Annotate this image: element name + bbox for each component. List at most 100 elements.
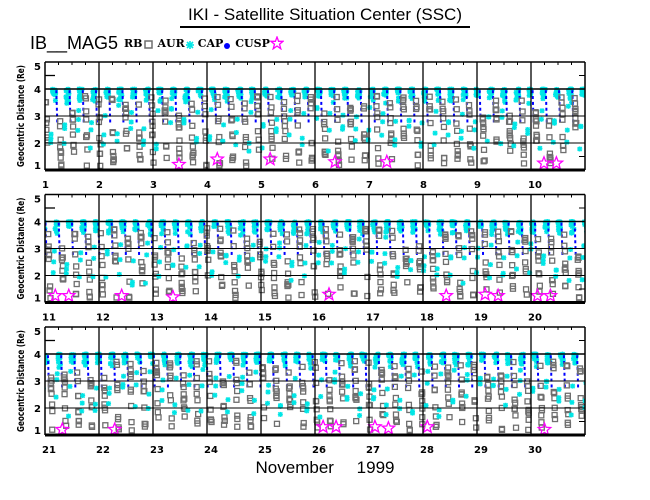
aur-stroke — [40, 231, 44, 235]
aur-stroke — [45, 227, 46, 228]
aur-stroke — [48, 135, 54, 141]
rb-point — [361, 131, 368, 138]
aur-stroke — [594, 99, 598, 103]
aur-point — [87, 145, 93, 151]
aur-point — [593, 87, 598, 92]
aur-point — [498, 141, 504, 147]
aur-point — [233, 130, 239, 136]
aur-stroke — [28, 220, 32, 224]
rb-point — [333, 93, 340, 101]
aur-stroke — [406, 123, 412, 129]
cap-point — [491, 90, 494, 94]
legend: RB AUR CAP CUSP — [124, 36, 284, 50]
rb-point — [519, 108, 526, 115]
aur-point — [246, 148, 252, 154]
rb-point — [586, 121, 591, 126]
cusp-point — [209, 150, 226, 166]
legend-item-cap: CAP — [198, 37, 233, 50]
rb-point — [34, 284, 39, 289]
rb-point — [546, 117, 553, 125]
aur-point — [596, 87, 601, 92]
rb-point — [387, 119, 394, 127]
cap-point — [386, 90, 389, 94]
cap-point — [109, 119, 112, 123]
aur-stroke — [594, 89, 598, 93]
rb-point — [188, 100, 195, 107]
rb-point — [214, 93, 221, 101]
aur-stroke — [65, 98, 71, 104]
rb-point — [97, 162, 104, 170]
aur-point — [458, 128, 464, 134]
rb-point — [56, 144, 64, 151]
rb-point — [588, 143, 593, 148]
cap-point — [174, 96, 177, 100]
rb-point — [108, 95, 115, 102]
cap-point — [214, 107, 217, 111]
rb-point — [308, 157, 315, 164]
cap-point — [95, 107, 98, 111]
rb-point — [148, 94, 155, 101]
cap-point — [69, 107, 72, 111]
rb-point — [559, 104, 566, 111]
cap-point — [505, 96, 508, 100]
aur-point — [471, 145, 477, 151]
rb-point — [227, 95, 234, 103]
rb-point — [46, 287, 53, 294]
aur-point — [75, 127, 81, 133]
rb-point — [109, 148, 117, 156]
cap-point — [478, 90, 481, 94]
aur-point — [301, 111, 307, 117]
rb-point — [599, 118, 604, 123]
rb-point — [559, 116, 566, 123]
title-underline — [180, 26, 470, 28]
aur-stroke — [565, 103, 571, 109]
rb-point — [533, 133, 541, 140]
rb-point — [493, 106, 500, 113]
cap-point — [188, 119, 191, 123]
rb-point — [601, 135, 606, 140]
cap-point — [320, 96, 323, 100]
aur-stroke — [248, 109, 254, 115]
aur-stroke — [525, 130, 531, 136]
rb-point — [45, 246, 52, 253]
cap-point — [452, 113, 455, 117]
cap-point — [240, 90, 243, 94]
rb-point — [294, 92, 301, 99]
cap-point — [55, 96, 58, 100]
aur-point — [433, 108, 439, 114]
x-tick-label: 4 — [204, 180, 211, 191]
aur-point — [287, 116, 293, 122]
rb-point — [241, 100, 248, 107]
cap-point — [531, 90, 534, 94]
cap-point — [545, 101, 548, 105]
rb-point — [228, 103, 235, 110]
aur-stroke — [274, 116, 280, 122]
aur-stroke — [471, 145, 477, 151]
aur-point — [48, 131, 54, 137]
aur-point — [539, 108, 545, 114]
cap-point — [254, 107, 257, 111]
rb-point — [86, 288, 93, 296]
rb-point — [229, 156, 236, 164]
aur-stroke — [592, 125, 596, 129]
cap-point — [413, 113, 416, 117]
rb-point — [307, 93, 314, 101]
aur-stroke — [432, 130, 438, 136]
aur-point — [288, 108, 294, 114]
aur-point — [114, 131, 120, 137]
aur-stroke — [28, 221, 32, 225]
aur-point — [64, 266, 70, 272]
rb-point — [86, 268, 93, 275]
aur-point — [596, 87, 601, 92]
aur-stroke — [51, 259, 57, 265]
rb-point — [388, 131, 395, 139]
aur-stroke — [325, 148, 331, 154]
aur-point — [169, 106, 175, 112]
rb-point — [71, 235, 78, 242]
aur-point — [594, 88, 599, 93]
rb-point — [572, 124, 579, 131]
aur-stroke — [516, 93, 522, 99]
aur-point — [513, 97, 519, 103]
rb-point — [72, 271, 80, 278]
rb-point — [558, 99, 565, 106]
